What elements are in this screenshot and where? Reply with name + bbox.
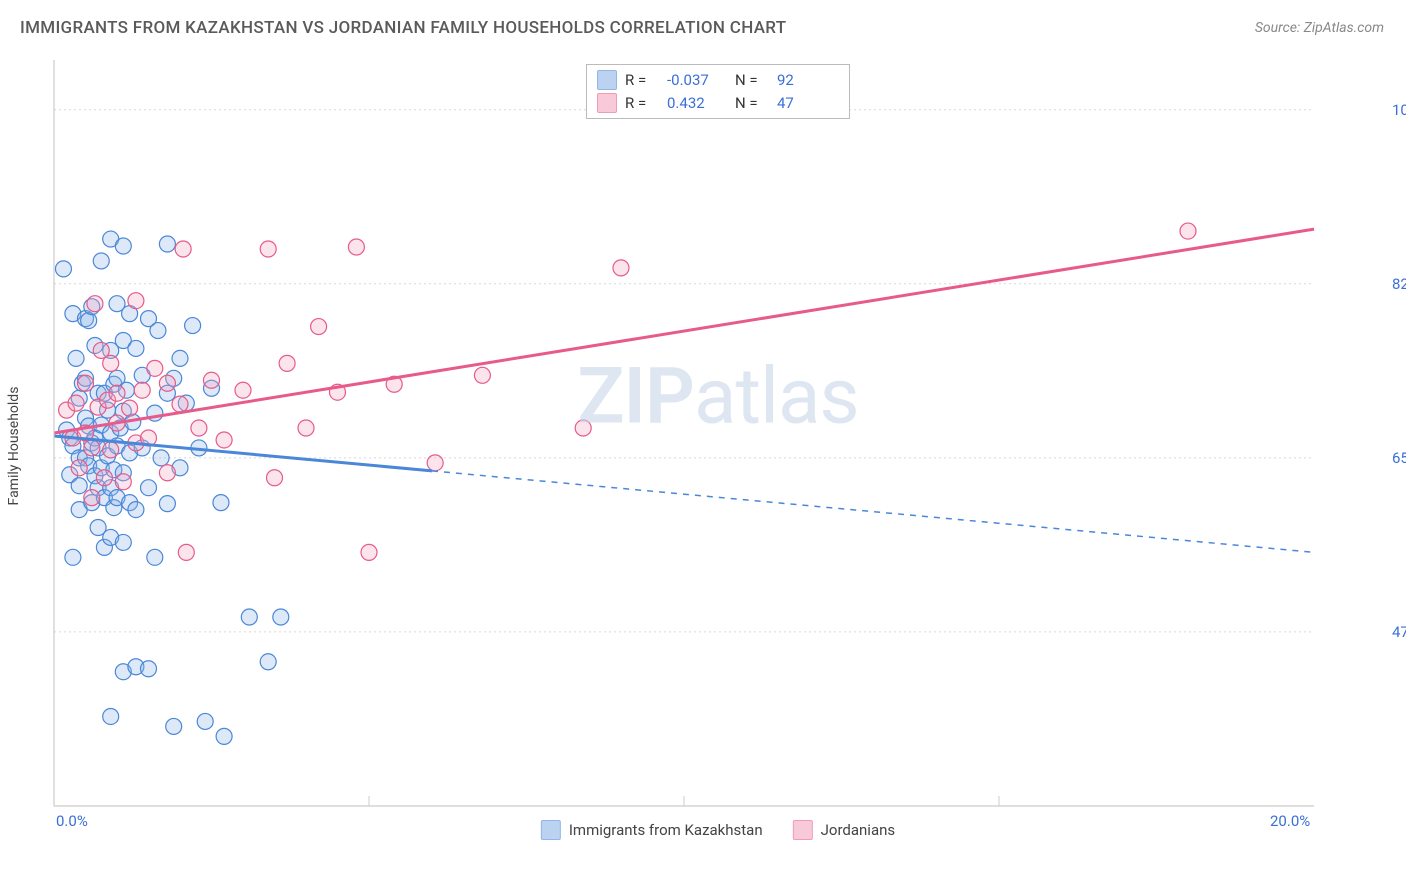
- n-value: 92: [777, 69, 837, 92]
- legend-row-0: R = -0.037 N = 92: [597, 69, 837, 92]
- chart-area: ZIPatlas R = -0.037 N = 92 R = 0.432 N =…: [52, 58, 1384, 828]
- n-value: 47: [777, 92, 837, 115]
- legend-item-0: Immigrants from Kazakhstan: [541, 820, 763, 840]
- r-label: R =: [625, 69, 659, 92]
- x-tick-label: 20.0%: [1270, 812, 1310, 830]
- source-label: Source: ZipAtlas.com: [1255, 20, 1384, 36]
- legend-row-1: R = 0.432 N = 47: [597, 92, 837, 115]
- legend-swatch-icon: [541, 820, 561, 840]
- y-axis-label: Family Households: [6, 387, 22, 506]
- legend-item-1: Jordanians: [793, 820, 896, 840]
- r-value: 0.432: [667, 92, 727, 115]
- y-tick-label: 82.5%: [1392, 275, 1406, 293]
- x-tick-label: 0.0%: [56, 812, 88, 830]
- legend-swatch-icon: [597, 70, 617, 90]
- n-label: N =: [735, 92, 769, 115]
- series-legend: Immigrants from Kazakhstan Jordanians: [541, 820, 895, 840]
- legend-label: Immigrants from Kazakhstan: [569, 821, 763, 839]
- correlation-legend: R = -0.037 N = 92 R = 0.432 N = 47: [586, 64, 850, 119]
- y-tick-label: 65.0%: [1392, 449, 1406, 467]
- scatter-plot: [52, 58, 1384, 828]
- legend-swatch-icon: [793, 820, 813, 840]
- y-tick-label: 100.0%: [1392, 101, 1406, 119]
- r-label: R =: [625, 92, 659, 115]
- chart-title: IMMIGRANTS FROM KAZAKHSTAN VS JORDANIAN …: [20, 18, 786, 38]
- n-label: N =: [735, 69, 769, 92]
- r-value: -0.037: [667, 69, 727, 92]
- legend-label: Jordanians: [821, 821, 896, 839]
- legend-swatch-icon: [597, 93, 617, 113]
- y-tick-label: 47.5%: [1392, 623, 1406, 641]
